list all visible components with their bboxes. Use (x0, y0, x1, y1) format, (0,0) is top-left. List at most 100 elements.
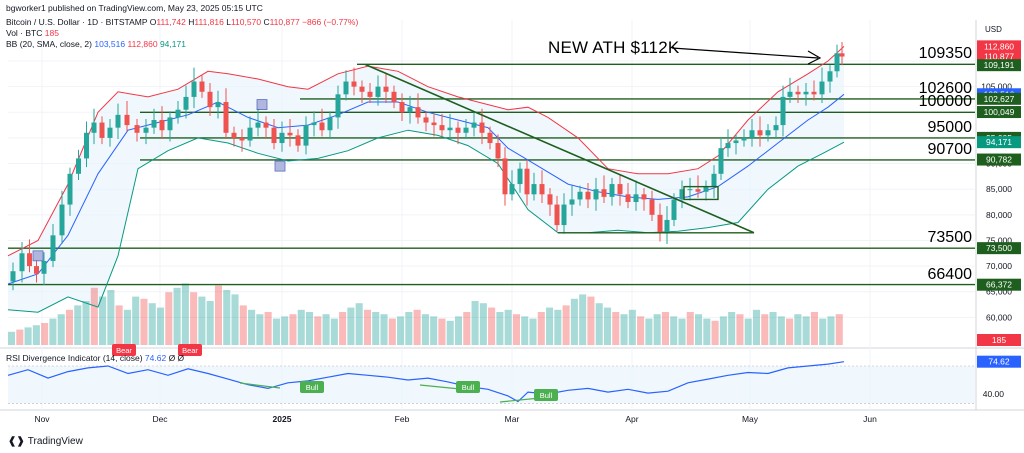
bear-badge (178, 344, 202, 356)
candle-body (263, 122, 269, 128)
volume-bar (570, 298, 578, 345)
currency-label: USD (985, 25, 1002, 34)
volume-bar (264, 312, 272, 345)
volume-bar (198, 296, 206, 345)
volume-bar (190, 292, 198, 345)
candle-body (834, 53, 840, 72)
candle-body (633, 194, 639, 203)
candle-body (455, 127, 461, 133)
rsi-label: RSI Divergence Indicator (14, close) (6, 353, 143, 363)
price-tag-94,171 (977, 136, 1021, 149)
candle-body (569, 199, 575, 205)
candle-body (215, 102, 221, 108)
bear-badge-label: Bear (116, 346, 132, 355)
candle-body (609, 184, 615, 197)
candle-body (780, 96, 786, 126)
price-tag-109,191-label: 109,191 (984, 60, 1015, 70)
volume-bar (752, 309, 761, 345)
candle-body (733, 140, 739, 144)
volume-bar (165, 292, 173, 345)
candle-body (479, 122, 485, 133)
volume-bar (16, 329, 24, 345)
bb-legend: BB (20, SMA, close, 2) 103,516 112,860 9… (6, 39, 186, 50)
price-tag-102,627 (977, 92, 1021, 105)
price-tag-66,372 (977, 278, 1021, 291)
volume-bar (521, 316, 529, 345)
volume-bar (239, 305, 247, 345)
candle-body (749, 130, 755, 138)
candle-body (625, 194, 631, 203)
candle-body (59, 204, 65, 236)
volume-bar (57, 314, 65, 345)
candle-body (375, 86, 381, 97)
candle-body (391, 91, 397, 103)
y-tick-label: 80,000 (986, 210, 1012, 220)
price-tag-66,372-label: 66,372 (986, 280, 1012, 290)
price-tag-100,049-label: 100,049 (984, 107, 1015, 117)
candle-body (463, 127, 469, 133)
bb-lower-line (7, 129, 845, 313)
x-tick-label: Dec (152, 414, 168, 424)
candle-body (27, 253, 32, 267)
candle-body (279, 132, 285, 144)
volume-bar (99, 296, 107, 345)
bull-badge (534, 389, 558, 401)
candle-body (554, 204, 560, 226)
volume-bar (272, 318, 280, 345)
volume-bar (115, 305, 123, 345)
descending-trendline (364, 63, 755, 234)
volume-bar (214, 285, 223, 345)
volume-bar (330, 318, 338, 345)
level-label-102600: 102600 (918, 79, 972, 97)
candle-body (10, 271, 16, 282)
y-tick-label: 85,000 (986, 184, 1012, 194)
candle-body (124, 114, 130, 126)
bear-badge (112, 344, 136, 356)
candle-body (359, 86, 365, 92)
volume-bar (405, 312, 413, 345)
rsi-band (8, 366, 975, 404)
bb-label: BB (20, SMA, close, 2) (6, 39, 92, 49)
bb-upper-line (7, 46, 845, 257)
candle-body (67, 173, 73, 205)
volume-bar (479, 303, 487, 345)
volume-bar (173, 287, 181, 345)
candle-body (711, 173, 717, 187)
candle-body (811, 91, 817, 95)
volume-bar (305, 312, 314, 345)
volume-bar (413, 309, 421, 345)
candle-body (311, 122, 317, 126)
volume-bar (653, 314, 661, 345)
volume-bar (670, 316, 678, 345)
candle-body (641, 194, 647, 200)
volume-bar (181, 283, 189, 345)
candle-body (803, 91, 809, 95)
volume-bar (421, 314, 429, 345)
volume-bar (24, 327, 32, 345)
price-tag-94,171-label: 94,171 (986, 137, 1012, 147)
candle-body (695, 189, 701, 192)
candle-body (19, 253, 25, 272)
volume-bar (562, 305, 570, 345)
candle-body (718, 148, 724, 174)
pivot-marker (256, 99, 268, 110)
candle-body (175, 109, 181, 118)
candle-body (671, 199, 677, 220)
candle-body (679, 189, 685, 200)
candle-body (143, 127, 149, 133)
x-tick-label: May (742, 414, 759, 424)
volume-bar (529, 318, 537, 345)
candle-body (703, 186, 709, 192)
candle-body (585, 191, 591, 200)
volume-label: Vol · BTC (6, 28, 43, 38)
price-tag-112,860-label: 112,860 (984, 41, 1014, 51)
candle-body (319, 122, 325, 131)
candle-body (657, 214, 663, 233)
y-tick-label: 105,000 (981, 82, 1012, 92)
candle-body (183, 96, 189, 110)
bull-divergence-line (419, 384, 461, 390)
candle-body (151, 119, 157, 128)
candle-body (383, 86, 389, 92)
volume-bars (8, 283, 843, 345)
volume-bar (736, 314, 744, 345)
